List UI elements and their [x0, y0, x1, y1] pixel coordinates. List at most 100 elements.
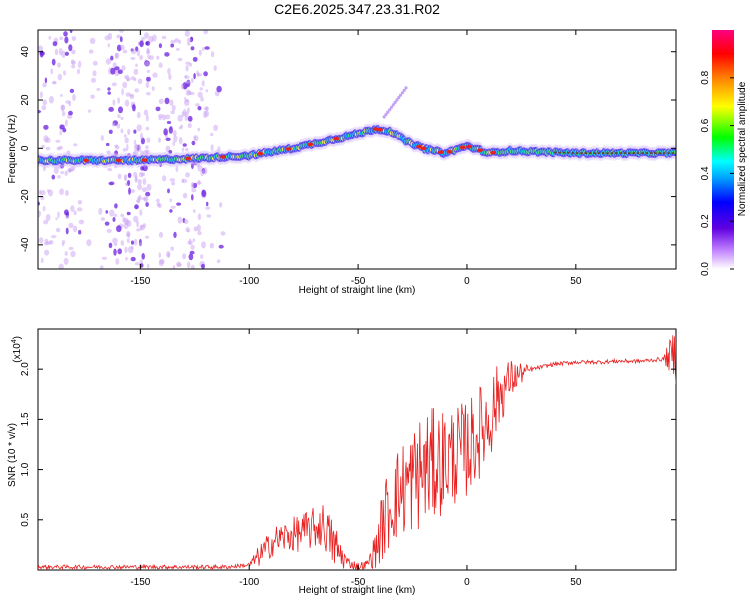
- spectrogram-speckle: [149, 55, 154, 61]
- spectrogram-speckle: [116, 225, 122, 233]
- spectrogram-streak: [382, 115, 386, 119]
- spectrogram-speckle: [64, 190, 69, 196]
- spectrogram-speckle: [145, 114, 149, 122]
- spectrogram-peak: [220, 155, 227, 159]
- spectrogram-speckle: [112, 217, 116, 222]
- spectrogram-speckle: [191, 194, 194, 201]
- spectrogram-speckle: [59, 188, 64, 195]
- spectrogram-speckle: [188, 253, 194, 261]
- spectrogram-y-tick-label: 0: [20, 145, 31, 151]
- spectrogram-speckle: [136, 124, 142, 132]
- spectrogram-speckle: [128, 187, 131, 195]
- spectrogram-speckle: [143, 109, 149, 116]
- spectrogram-x-tick-label: 50: [570, 276, 582, 287]
- spectrogram-speckle: [63, 31, 68, 37]
- spectrogram-ridge-center: [597, 152, 601, 154]
- spectrogram-peak: [376, 127, 383, 132]
- spectrogram-speckle: [107, 43, 111, 48]
- snr-x-tick-label: 0: [464, 577, 470, 588]
- spectrogram-speckle: [135, 63, 138, 68]
- spectrogram-speckle: [170, 205, 176, 209]
- spectrogram-speckle: [77, 199, 83, 205]
- spectrogram-speckle: [76, 207, 83, 212]
- spectrogram-streak: [398, 93, 403, 97]
- spectrogram-speckle: [205, 206, 211, 210]
- spectrogram-speckle: [190, 181, 195, 189]
- spectrogram-peak: [141, 158, 148, 162]
- spectrogram-speckle: [187, 115, 193, 122]
- spectrogram-speckle: [44, 249, 50, 256]
- spectrogram-speckle: [156, 198, 160, 203]
- spectrogram-speckle: [219, 202, 223, 208]
- spectrogram-ridge-center: [558, 151, 561, 154]
- spectrogram-speckle: [39, 51, 45, 56]
- spectrogram-speckle: [182, 82, 188, 90]
- spectrogram-speckle: [51, 174, 56, 180]
- spectrogram-speckle: [63, 257, 69, 265]
- spectrogram-streak: [402, 88, 406, 92]
- spectrogram-speckle: [78, 229, 82, 235]
- spectrogram-speckle: [172, 129, 177, 137]
- spectrogram-speckle: [126, 77, 131, 82]
- spectrogram-speckle: [108, 181, 115, 186]
- spectrogram-speckle: [176, 202, 182, 206]
- spectrogram-speckle: [129, 95, 134, 99]
- spectrogram-speckle: [210, 51, 215, 58]
- spectrogram-speckle: [216, 259, 221, 264]
- spectrogram-speckle: [123, 174, 127, 181]
- spectrogram-speckle: [106, 150, 111, 155]
- spectrogram-speckle: [73, 143, 78, 147]
- spectrogram-peak: [82, 158, 89, 163]
- spectrogram-speckle: [72, 225, 78, 233]
- spectrogram-speckle: [71, 64, 76, 69]
- spectrogram-speckle: [206, 201, 209, 207]
- spectrogram-speckle: [137, 178, 142, 185]
- spectrogram-speckle: [68, 44, 73, 52]
- spectrogram-speckle: [120, 128, 124, 134]
- spectrogram-streak: [386, 110, 390, 114]
- spectrogram-speckle: [201, 47, 205, 51]
- spectrogram-speckle: [68, 169, 72, 173]
- spectrogram-speckle: [92, 60, 98, 66]
- spectrogram-speckle: [88, 49, 94, 54]
- spectrogram-speckle: [203, 30, 208, 35]
- spectrogram-speckle: [197, 106, 202, 111]
- spectrogram-speckle: [122, 148, 127, 152]
- spectrogram-speckle: [119, 36, 123, 43]
- snr-scale-label: (x104): [11, 336, 23, 363]
- snr-x-label: Height of straight line (km): [299, 585, 416, 596]
- spectrogram-speckle: [217, 146, 221, 154]
- spectrogram-speckle: [61, 240, 66, 244]
- spectrogram-speckle: [158, 259, 164, 267]
- spectrogram-ridge-center: [593, 152, 596, 154]
- spectrogram-peak: [115, 158, 122, 163]
- spectrogram-speckle: [190, 264, 195, 269]
- snr-x-ticks: -150 -100 -50 0 50: [130, 329, 582, 588]
- spectrogram-peak: [185, 156, 192, 161]
- spectrogram-speckle: [110, 67, 116, 75]
- spectrogram-speckle: [53, 80, 56, 85]
- spectrogram-speckle: [183, 219, 189, 225]
- spectrogram-ridge-center: [623, 152, 627, 154]
- spectrogram-speckle: [137, 183, 143, 191]
- spectrogram-speckle: [38, 45, 44, 53]
- spectrogram-ridge-center: [649, 152, 653, 154]
- spectrogram-speckle: [107, 32, 113, 40]
- spectrogram-speckle: [116, 34, 122, 39]
- spectrogram-speckle: [139, 224, 145, 231]
- spectrogram-speckle: [132, 104, 136, 112]
- spectrogram-speckle: [181, 111, 185, 118]
- spectrogram-ridge-center: [602, 152, 605, 154]
- spectrogram-speckle: [53, 166, 59, 174]
- colorbar-ticks: 0.0 0.2 0.4 0.6 0.8: [700, 70, 734, 276]
- spectrogram-speckle: [138, 195, 142, 201]
- spectrogram-ridge-center: [628, 152, 631, 154]
- spectrogram-speckle: [167, 68, 171, 75]
- spectrogram-speckle: [66, 150, 71, 156]
- spectrogram-speckle: [141, 187, 148, 193]
- spectrogram-ridge-center: [645, 152, 648, 154]
- spectrogram-speckle: [61, 110, 66, 117]
- spectrogram-speckle: [43, 124, 49, 130]
- spectrogram-speckle: [185, 227, 190, 233]
- spectrogram-peak: [446, 149, 453, 154]
